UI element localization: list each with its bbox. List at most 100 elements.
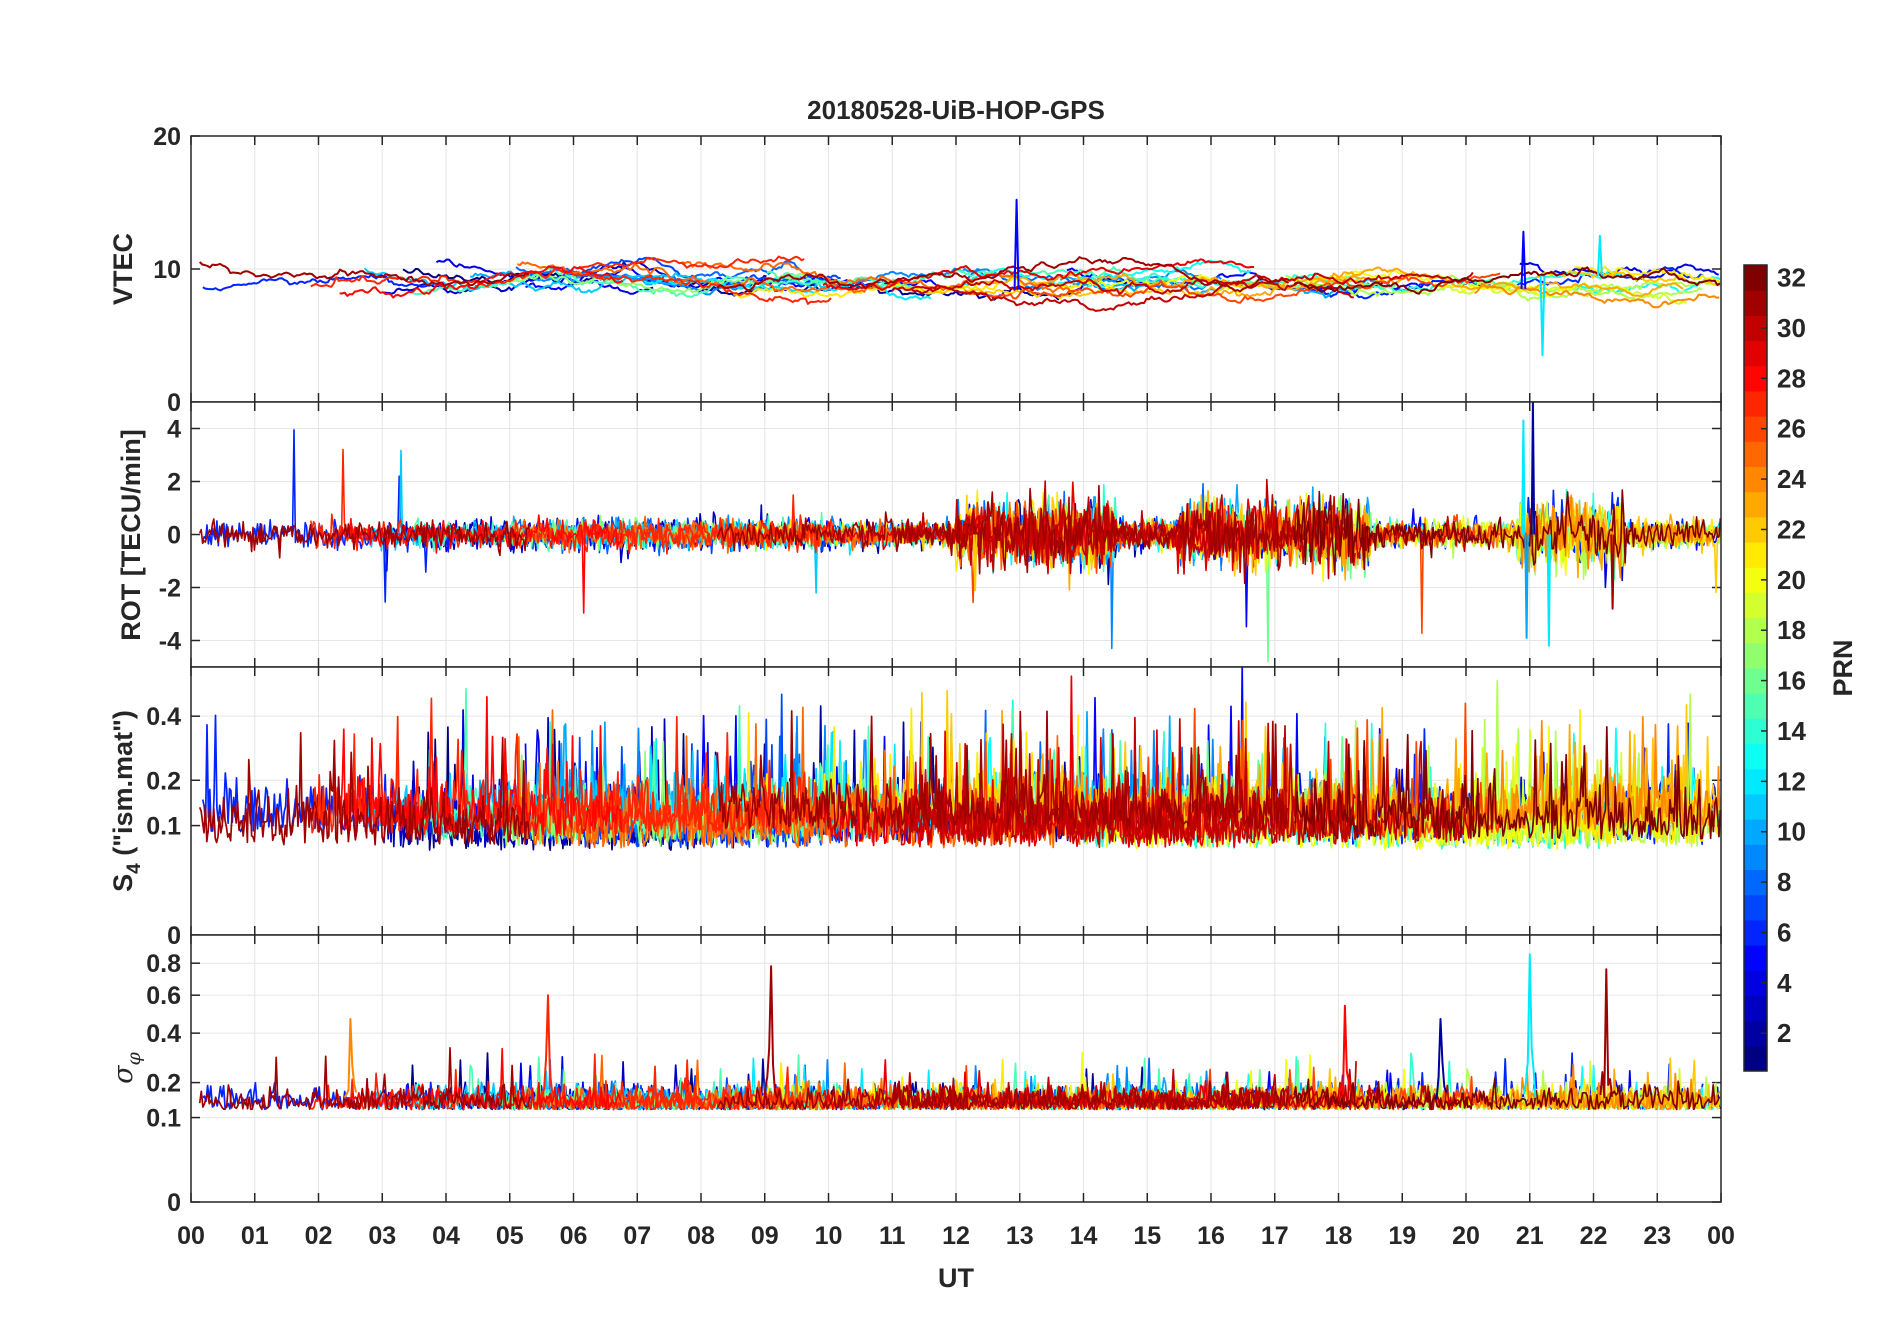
colorbar-band xyxy=(1744,617,1767,644)
x-tick-label: 13 xyxy=(1006,1222,1034,1250)
panel-vtec-series-line xyxy=(716,256,1290,293)
colorbar-band xyxy=(1744,516,1767,543)
panel-s4-series-group xyxy=(198,667,1721,852)
panel-s4-series-line xyxy=(1293,726,1721,840)
panel-vtec-series-line xyxy=(962,273,1415,291)
panel-rot-series-line xyxy=(716,484,1289,585)
colorbar-tick-label: 32 xyxy=(1777,263,1806,293)
panel-s4-ytick-label: 0.4 xyxy=(146,703,181,731)
colorbar-tick-label: 20 xyxy=(1777,565,1806,595)
colorbar-band xyxy=(1744,466,1767,493)
x-tick-label: 07 xyxy=(623,1222,651,1250)
colorbar-tick-label: 2 xyxy=(1777,1018,1791,1048)
panel-rot-series-line xyxy=(1521,419,1526,535)
panel-rot-series-line xyxy=(576,517,806,553)
x-axis-ticks: 00 01 02 03 04 05 06 07 08 09 10 11 12 13 14 15 16 17 18 19… xyxy=(177,1222,1735,1250)
x-tick-label: 10 xyxy=(815,1222,843,1250)
panel-rot-ytick-label: -4 xyxy=(159,628,181,656)
panel-sig-series-line xyxy=(1293,1077,1721,1111)
x-tick-label: 09 xyxy=(751,1222,779,1250)
panel-rot-series-line xyxy=(338,514,623,614)
sigma-phi-axis-label: σφ xyxy=(108,1051,145,1083)
colorbar-band xyxy=(1744,919,1767,946)
panel-sig-series-line xyxy=(1434,1018,1448,1100)
panel-vtec-ytick-label: 20 xyxy=(153,123,181,151)
panel-sig-series-line xyxy=(716,1071,1289,1111)
chart-title: 20180528-UiB-HOP-GPS xyxy=(807,95,1105,125)
panel-rot-series-line xyxy=(972,534,978,592)
x-tick-label: 15 xyxy=(1133,1222,1161,1250)
colorbar-band xyxy=(1744,844,1767,870)
panel-s4-ytick-label: 0.2 xyxy=(146,767,181,795)
panel-vtec-series-line xyxy=(1569,276,1721,294)
panel-vtec-series-line xyxy=(1187,273,1400,291)
colorbar-band xyxy=(1744,945,1767,971)
panel-sig-ytick-label: 0.4 xyxy=(146,1020,181,1048)
colorbar-band xyxy=(1744,970,1767,996)
panel-rot-ytick-label: 2 xyxy=(167,469,181,497)
panel-vtec-series-line xyxy=(1539,275,1546,357)
x-tick-label: 14 xyxy=(1070,1222,1098,1250)
panel-vtec-series-line xyxy=(1293,266,1721,295)
panel-vtec-series-line xyxy=(1013,198,1020,289)
panel-vtec-series-line xyxy=(681,261,894,285)
x-tick-label: 20 xyxy=(1452,1222,1480,1250)
x-tick-label: 16 xyxy=(1197,1222,1225,1250)
colorbar-border xyxy=(1743,264,1768,1072)
x-tick-label: 06 xyxy=(560,1222,588,1250)
vtec-axis-label: VTEC xyxy=(108,233,138,305)
panel-sig-ytick-label: 0 xyxy=(167,1189,181,1217)
colorbar-tick-label: 24 xyxy=(1777,464,1806,494)
panel-vtec-series-line xyxy=(576,255,805,270)
colorbar-band xyxy=(1744,793,1767,820)
colorbar-band xyxy=(1744,441,1767,467)
panel-vtec-series-line xyxy=(822,258,1255,291)
colorbar-tick-label: 30 xyxy=(1777,313,1806,343)
rot-axis-label: ROT [TECU/min] xyxy=(116,429,146,640)
x-tick-label: 03 xyxy=(368,1222,396,1250)
x-tick-label: 22 xyxy=(1580,1222,1608,1250)
panel-sig-series-group xyxy=(198,953,1721,1111)
panel-rot-series-line xyxy=(1530,402,1536,535)
colorbar-tick-label: 16 xyxy=(1777,666,1806,696)
panel-vtec-series-line xyxy=(1473,282,1720,309)
panel-sig-series-line xyxy=(576,1053,805,1111)
panel-vtec-series-line xyxy=(435,258,654,295)
colorbar-band xyxy=(1744,416,1767,442)
colorbar-tick-label: 6 xyxy=(1777,917,1791,947)
panel-s4-series-line xyxy=(198,732,531,846)
panel-vtec-series-line xyxy=(964,272,1501,304)
colorbar-band xyxy=(1744,668,1767,694)
panel-s4-series-line xyxy=(576,759,806,835)
x-axis-label: UT xyxy=(938,1263,974,1293)
panel-vtec-series-line xyxy=(470,270,688,286)
colorbar-band xyxy=(1744,743,1767,770)
panel-vtec-ytick-label: 10 xyxy=(153,256,181,284)
x-tick-label: 11 xyxy=(879,1222,906,1250)
panel-rot-series-line xyxy=(1546,534,1552,647)
colorbar-band xyxy=(1744,995,1767,1022)
panel-s4-series-line xyxy=(911,716,1474,844)
panel-sig-ytick-label: 0.2 xyxy=(146,1070,181,1098)
colorbar-tick-label: 22 xyxy=(1777,514,1806,544)
panel-rot-series-line xyxy=(198,518,531,559)
panel-sig-ytick-label: 0.8 xyxy=(146,950,181,978)
panel-sig-series-line xyxy=(1599,968,1613,1099)
panel-s4-ytick-label: 0.1 xyxy=(146,813,181,841)
panel-rot-ytick-label: 0 xyxy=(167,522,181,550)
x-tick-label: 21 xyxy=(1516,1222,1544,1250)
colorbar-band xyxy=(1744,1045,1767,1072)
colorbar-band xyxy=(1744,365,1767,392)
colorbar-band xyxy=(1744,1020,1767,1047)
panel-s4-ytick-label: 0 xyxy=(167,922,181,950)
x-tick-label: 02 xyxy=(305,1222,333,1250)
colorbar-band xyxy=(1744,642,1767,669)
colorbar-band xyxy=(1744,894,1767,921)
panel-vtec-series-line xyxy=(911,271,1474,312)
panel-vtec: 0 10 20 xyxy=(153,123,1722,417)
colorbar-band xyxy=(1744,390,1767,417)
panel-rot: -4 -2 0 2 4 xyxy=(159,401,1722,668)
panel-vtec-series-line xyxy=(891,278,1354,299)
colorbar-tick-label: 12 xyxy=(1777,766,1806,796)
